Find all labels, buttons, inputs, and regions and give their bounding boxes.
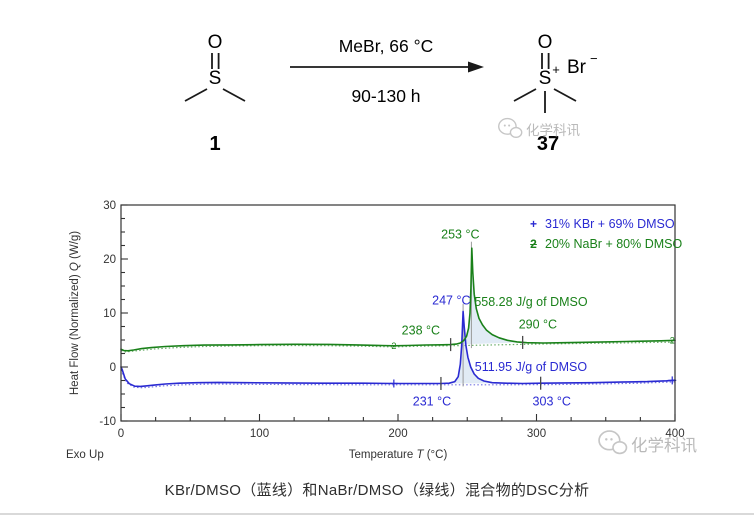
figure-caption: KBr/DMSO（蓝线）和NaBr/DMSO（绿线）混合物的DSC分析	[164, 482, 590, 499]
x-tick-label: 200	[388, 428, 407, 440]
product-sulfur-charge: +	[552, 62, 560, 77]
product-counterion: Br	[567, 57, 587, 78]
baseline-dotted	[120, 369, 676, 389]
curve-marker-2-icon: 2	[670, 335, 675, 345]
y-tick-label: -10	[99, 416, 116, 428]
reactant-sulfur-atom: S	[209, 68, 222, 89]
legend-marker-plus-icon: +	[529, 217, 537, 232]
reactant-oxygen-atom: O	[208, 32, 223, 53]
reactant-methyl-bond	[184, 88, 208, 102]
chart-legend: + 31% KBr + 69% DMSO 2 20% NaBr + 80% DM…	[527, 217, 682, 252]
reaction-scheme: O S 1 MeBr, 66 °C 90-130 h O S + Br − 37	[184, 32, 598, 155]
reaction-conditions-bottom: 90-130 h	[351, 86, 420, 106]
peak-annotation: 558.28 J/g of DMSO	[474, 295, 588, 309]
peak-annotation: 303 °C	[533, 395, 571, 409]
exo-up-label: Exo Up	[66, 449, 104, 461]
y-tick-label: 30	[103, 200, 116, 212]
dsc-curve	[120, 247, 676, 352]
peak-annotation: 290 °C	[519, 317, 557, 331]
bottom-divider	[0, 513, 754, 515]
product-oxygen-atom: O	[538, 32, 553, 53]
product-methyl-bond	[553, 88, 577, 102]
legend-entry-nabr: 2 20% NaBr + 80% DMSO	[527, 237, 682, 252]
legend-marker-2-icon: 2	[530, 237, 537, 252]
legend-entry-kbr: + 31% KBr + 69% DMSO	[527, 217, 682, 232]
peak-area-fill	[440, 311, 541, 384]
reactant-number-label: 1	[209, 133, 220, 155]
reactant-methyl-bond	[222, 88, 246, 102]
product-sulfur-atom: S	[539, 68, 552, 89]
legend-label-nabr: 20% NaBr + 80% DMSO	[545, 237, 683, 251]
dsc-curve	[120, 310, 676, 388]
y-tick-label: 20	[103, 254, 116, 266]
peak-annotation: 511.95 J/g of DMSO	[475, 360, 588, 374]
x-tick-label: 300	[527, 428, 546, 440]
x-tick-label: 100	[250, 428, 269, 440]
reaction-arrowhead-icon	[468, 61, 484, 73]
peak-annotation: 231 °C	[413, 395, 451, 409]
peak-annotation: 247 °C	[432, 294, 470, 308]
y-axis-label: Heat Flow (Normalized) Q (W/g)	[69, 231, 81, 395]
product-counterion-charge: −	[590, 51, 598, 66]
legend-label-kbr: 31% KBr + 69% DMSO	[545, 217, 675, 231]
curve-marker-2-icon: 2	[391, 341, 396, 351]
y-tick-label: 10	[103, 308, 116, 320]
dsc-chart: Heat Flow (Normalized) Q (W/g) Temperatu…	[66, 200, 685, 461]
x-axis-label: Temperature T (°C)	[349, 449, 448, 461]
y-tick-label: 0	[110, 362, 116, 374]
peak-annotation: 253 °C	[441, 228, 479, 242]
reaction-conditions-top: MeBr, 66 °C	[339, 36, 434, 56]
product-methyl-bond	[513, 88, 537, 102]
product-number-label: 37	[537, 133, 559, 155]
x-tick-label: 0	[118, 428, 124, 440]
x-tick-label: 400	[665, 428, 684, 440]
baseline-dotted	[120, 341, 676, 353]
peak-annotation: 238 °C	[402, 323, 440, 337]
